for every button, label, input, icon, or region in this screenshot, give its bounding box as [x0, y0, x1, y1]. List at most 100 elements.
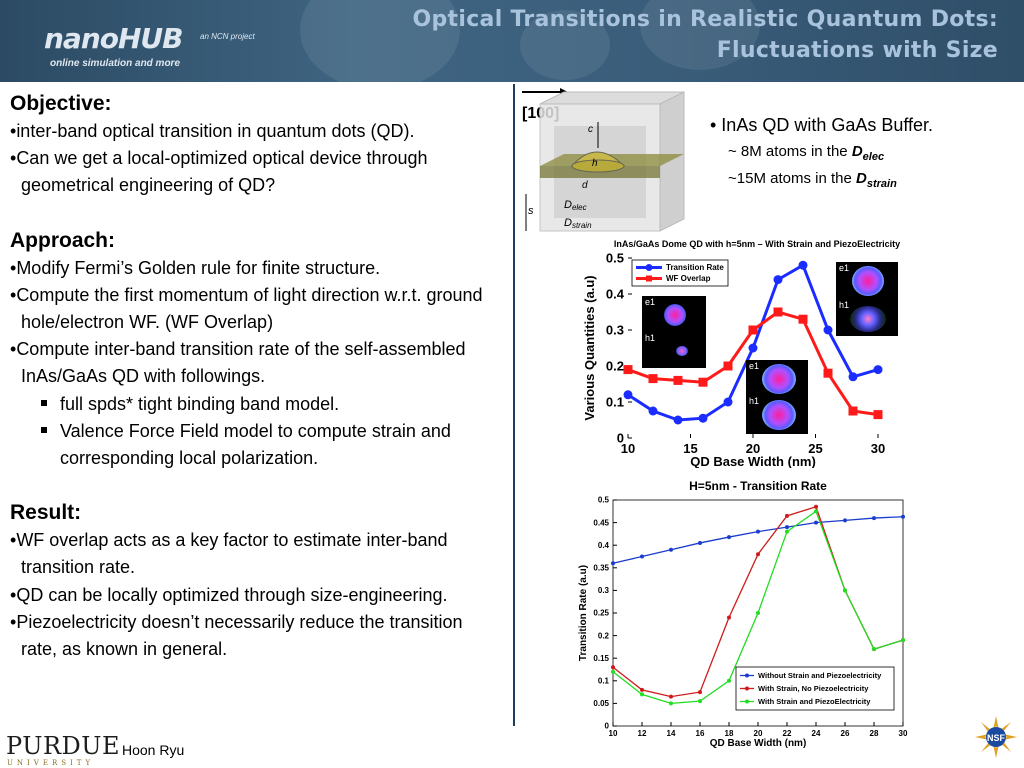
- data-point: [848, 372, 858, 382]
- label-delec: Delec: [564, 199, 587, 212]
- legend-marker: [646, 275, 652, 282]
- data-point: [748, 325, 758, 335]
- x-tick-label: 22: [783, 729, 792, 738]
- slide-title: Optical Transitions in Realistic Quantum…: [413, 4, 999, 66]
- y-tick-label: 0: [617, 430, 624, 445]
- header-banner: nanoHUB an NCN project online simulation…: [0, 0, 1024, 82]
- x-axis-label: QD Base Width (nm): [690, 454, 816, 468]
- x-tick-label: 20: [746, 441, 760, 456]
- wf-label-h1: h1: [645, 333, 656, 343]
- approach-heading: Approach:: [10, 228, 115, 252]
- data-point: [756, 552, 760, 557]
- legend-label: With Strain, No Piezoelectricity: [758, 684, 869, 693]
- data-point: [872, 516, 876, 521]
- data-point: [698, 377, 708, 387]
- wf-label-h1: h1: [839, 300, 850, 310]
- data-point: [785, 525, 789, 530]
- y-tick-label: 0.35: [593, 563, 609, 572]
- logo-tagline: online simulation and more: [50, 58, 181, 69]
- data-point: [723, 397, 733, 407]
- y-tick-label: 0.05: [593, 699, 609, 708]
- wf-label-e1: e1: [645, 297, 656, 307]
- label-s: s: [528, 205, 534, 217]
- data-point: [785, 529, 789, 534]
- legend-marker: [645, 264, 653, 271]
- label-c: c: [588, 124, 593, 135]
- approach-sub-bullet: Valence Force Field model to compute str…: [10, 418, 502, 472]
- label-dstrain: Dstrain: [564, 217, 592, 230]
- data-point: [640, 692, 644, 697]
- qd-box-diagram: [100] c h d s Delec Dstrain: [522, 88, 685, 232]
- chart-title: H=5nm - Transition Rate: [689, 479, 827, 493]
- legend-marker: [745, 686, 749, 691]
- x-tick-label: 20: [754, 729, 763, 738]
- data-point: [698, 690, 702, 695]
- x-axis-label: QD Base Width (nm): [710, 738, 807, 749]
- data-point: [611, 561, 615, 566]
- data-point: [727, 615, 731, 620]
- data-point: [727, 678, 731, 683]
- author-name: Hoon Ryu: [122, 742, 185, 758]
- legend-label: Without Strain and Piezoelectricity: [758, 671, 882, 680]
- y-tick-label: 0.25: [593, 609, 609, 618]
- x-tick-label: 25: [808, 441, 822, 456]
- data-point: [640, 554, 644, 559]
- x-tick-label: 30: [871, 441, 885, 456]
- result-bullet: •WF overlap acts as a key factor to esti…: [10, 530, 448, 578]
- y-tick-label: 0.2: [606, 358, 624, 373]
- data-point: [648, 406, 658, 416]
- data-point: [901, 638, 905, 643]
- data-point: [848, 406, 858, 416]
- result-heading: Result:: [10, 501, 82, 525]
- data-point: [669, 547, 673, 552]
- nanohub-logo[interactable]: nanoHUB an NCN project online simulation…: [44, 22, 274, 70]
- legend-marker: [745, 673, 749, 678]
- data-point: [673, 415, 683, 425]
- qd-notes: • InAs QD with GaAs Buffer. ~ 8M atoms i…: [710, 112, 1010, 195]
- chart-transition-rate: H=5nm - Transition Rate 10 12 14 16 18 20 22 24 2…: [578, 479, 908, 749]
- data-point: [611, 669, 615, 674]
- nsf-text: NSF: [987, 733, 1006, 743]
- data-point: [814, 520, 818, 525]
- data-point: [673, 375, 683, 385]
- data-point: [756, 529, 760, 534]
- wf-image-medium-width: e1 h1: [746, 360, 808, 434]
- objective-bullet: •inter-band optical transition in quantu…: [10, 121, 415, 141]
- wf-label-e1: e1: [749, 361, 760, 371]
- left-text-column: Objective: •inter-band optical transitio…: [10, 90, 502, 663]
- approach-bullet: •Compute inter-band transition rate of t…: [10, 339, 466, 387]
- result-bullet: •QD can be locally optimized through siz…: [10, 584, 448, 605]
- x-tick-label: 12: [638, 729, 647, 738]
- y-tick-label: 0.4: [598, 541, 610, 550]
- title-line-2: Fluctuations with Size: [716, 38, 998, 63]
- chart-title: InAs/GaAs Dome QD with h=5nm – With Stra…: [614, 239, 900, 249]
- label-h: h: [592, 158, 598, 169]
- objective-heading: Objective:: [10, 92, 112, 115]
- purdue-subtitle: UNIVERSITY: [7, 759, 95, 767]
- data-point: [798, 314, 808, 324]
- legend-label: With Strain and PiezoElectricity: [758, 697, 871, 706]
- x-tick-label: 14: [667, 729, 676, 738]
- y-tick-label: 0.1: [598, 676, 610, 685]
- y-tick-label: 0.45: [593, 518, 609, 527]
- y-tick-label: 0.1: [606, 394, 624, 409]
- notes-main: • InAs QD with GaAs Buffer.: [710, 115, 934, 135]
- data-point: [623, 365, 633, 375]
- data-point: [756, 611, 760, 615]
- data-point: [623, 390, 633, 400]
- data-point: [773, 275, 783, 285]
- logo-text: nanoHUB: [44, 22, 184, 55]
- square-bullet-icon: [41, 427, 47, 434]
- result-bullet: •Piezoelectricity doesn’t necessarily re…: [10, 611, 463, 660]
- data-point: [785, 513, 789, 518]
- data-point: [648, 374, 658, 384]
- y-tick-label: 0.2: [598, 631, 610, 640]
- x-tick-label: 28: [870, 729, 879, 738]
- logo-project: an NCN project: [200, 32, 255, 41]
- title-line-1: Optical Transitions in Realistic Quantum…: [412, 7, 998, 32]
- x-tick-label: 10: [609, 729, 618, 738]
- approach-sub-bullet: full spds* tight binding band model.: [10, 391, 502, 418]
- wf-label-h1: h1: [749, 396, 760, 406]
- y-tick-label: 0.4: [606, 286, 625, 301]
- data-point: [814, 509, 818, 514]
